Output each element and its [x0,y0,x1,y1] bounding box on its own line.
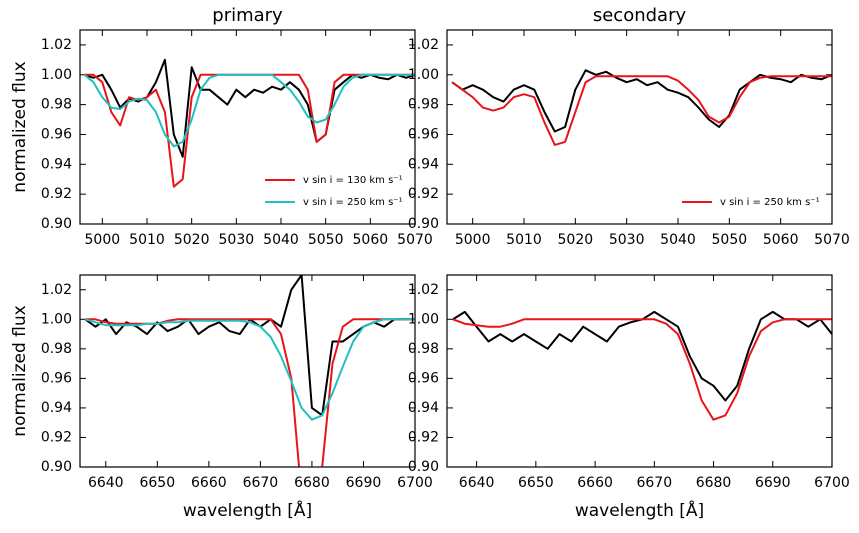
x-tick-label: 6700 [397,475,433,491]
spectrum-line [84,73,415,188]
x-tick-label: 6650 [139,475,175,491]
legend-label: v sin i = 250 km s⁻¹ [720,197,820,208]
panel-title: secondary [593,5,687,26]
x-tick-label: 5020 [174,232,210,248]
y-tick-label: 0.92 [408,186,439,202]
y-tick-label: 0.98 [41,97,72,113]
x-tick-label: 6670 [636,475,672,491]
spectrum-line [84,58,415,158]
axes-frame [79,274,416,468]
y-axis-label: normalized flux [10,305,30,436]
spectrum-line [83,73,415,148]
x-tick-label: 6700 [814,475,850,491]
legend-label: v sin i = 250 km s⁻¹ [303,197,403,208]
y-tick-label: 1.02 [41,282,72,298]
axes-frame [79,29,416,225]
x-tick-label: 5050 [712,232,748,248]
x-tick-label: 5070 [397,232,433,248]
spectrum-line [84,275,415,417]
spectrum-line [84,318,415,421]
x-tick-label: 5030 [219,232,255,248]
y-tick-label: 0.98 [408,341,439,357]
y-tick-label: 0.96 [41,370,72,386]
x-tick-label: 6680 [696,475,732,491]
x-axis-label: wavelength [Å] [575,499,704,521]
y-tick-label: 1.02 [41,37,72,53]
x-tick-label: 5020 [558,232,594,248]
x-tick-label: 5010 [506,232,542,248]
y-tick-label: 0.92 [41,186,72,202]
y-tick-label: 0.98 [408,97,439,113]
x-tick-label: 5010 [129,232,165,248]
x-tick-label: 5000 [85,232,121,248]
x-tick-label: 6640 [459,475,495,491]
axes-frame [446,274,833,468]
x-tick-label: 5040 [660,232,696,248]
y-tick-label: 0.98 [41,341,72,357]
x-tick-label: 5060 [763,232,799,248]
x-tick-label: 6690 [346,475,382,491]
y-tick-label: 0.92 [41,429,72,445]
y-tick-label: 1.00 [41,67,72,83]
x-tick-label: 5070 [814,232,850,248]
axes-frame [446,29,833,225]
y-tick-label: 0.94 [41,156,72,172]
x-tick-label: 5060 [353,232,389,248]
plot-area [452,310,832,421]
y-tick-label: 1.02 [408,282,439,298]
y-tick-label: 0.94 [408,156,439,172]
panel: secondary 0.90 0.92 0.94 0.96 0.98 1.00 1.02 500… [408,5,850,248]
x-tick-label: 6650 [518,475,554,491]
x-tick-label: 5000 [455,232,491,248]
y-tick-label: 0.90 [41,459,72,475]
y-tick-label: 1.00 [408,311,439,327]
y-tick-label: 0.94 [41,400,72,416]
x-tick-label: 6690 [755,475,791,491]
x-axis-label: wavelength [Å] [183,499,312,521]
y-tick-label: 0.90 [41,216,72,232]
legend-label: v sin i = 130 km s⁻¹ [303,175,403,186]
y-tick-label: 1.00 [408,67,439,83]
y-tick-label: 0.96 [41,126,72,142]
panel: wavelength [Å] 0.90 0.92 0.94 0.96 0.98 1.00 1.… [408,274,850,521]
spectrum-line [451,75,832,146]
y-tick-label: 1.00 [41,311,72,327]
x-tick-label: 6660 [577,475,613,491]
panel: normalized flux wavelength [Å] 0.90 0.92 0.9… [10,274,433,521]
y-axis-label: normalized flux [10,61,30,192]
x-tick-label: 6640 [88,475,124,491]
x-tick-label: 5030 [609,232,645,248]
panel: primary normalized flux 0.90 0.92 0.94 0.96 0.… [10,5,433,248]
x-tick-label: 6680 [294,475,330,491]
x-tick-label: 5040 [263,232,299,248]
plot-area [83,58,415,188]
y-tick-label: 0.92 [408,429,439,445]
y-tick-label: 1.02 [408,37,439,53]
y-tick-label: 0.90 [408,216,439,232]
x-tick-label: 6670 [243,475,279,491]
plot-area [451,69,832,146]
y-tick-label: 0.96 [408,370,439,386]
y-tick-label: 0.90 [408,459,439,475]
x-tick-label: 5050 [308,232,344,248]
panel-title: primary [212,5,283,26]
y-tick-label: 0.96 [408,126,439,142]
spectrum-line [452,318,832,421]
x-tick-label: 6660 [191,475,227,491]
y-tick-label: 0.94 [408,400,439,416]
plot-area [84,275,415,467]
